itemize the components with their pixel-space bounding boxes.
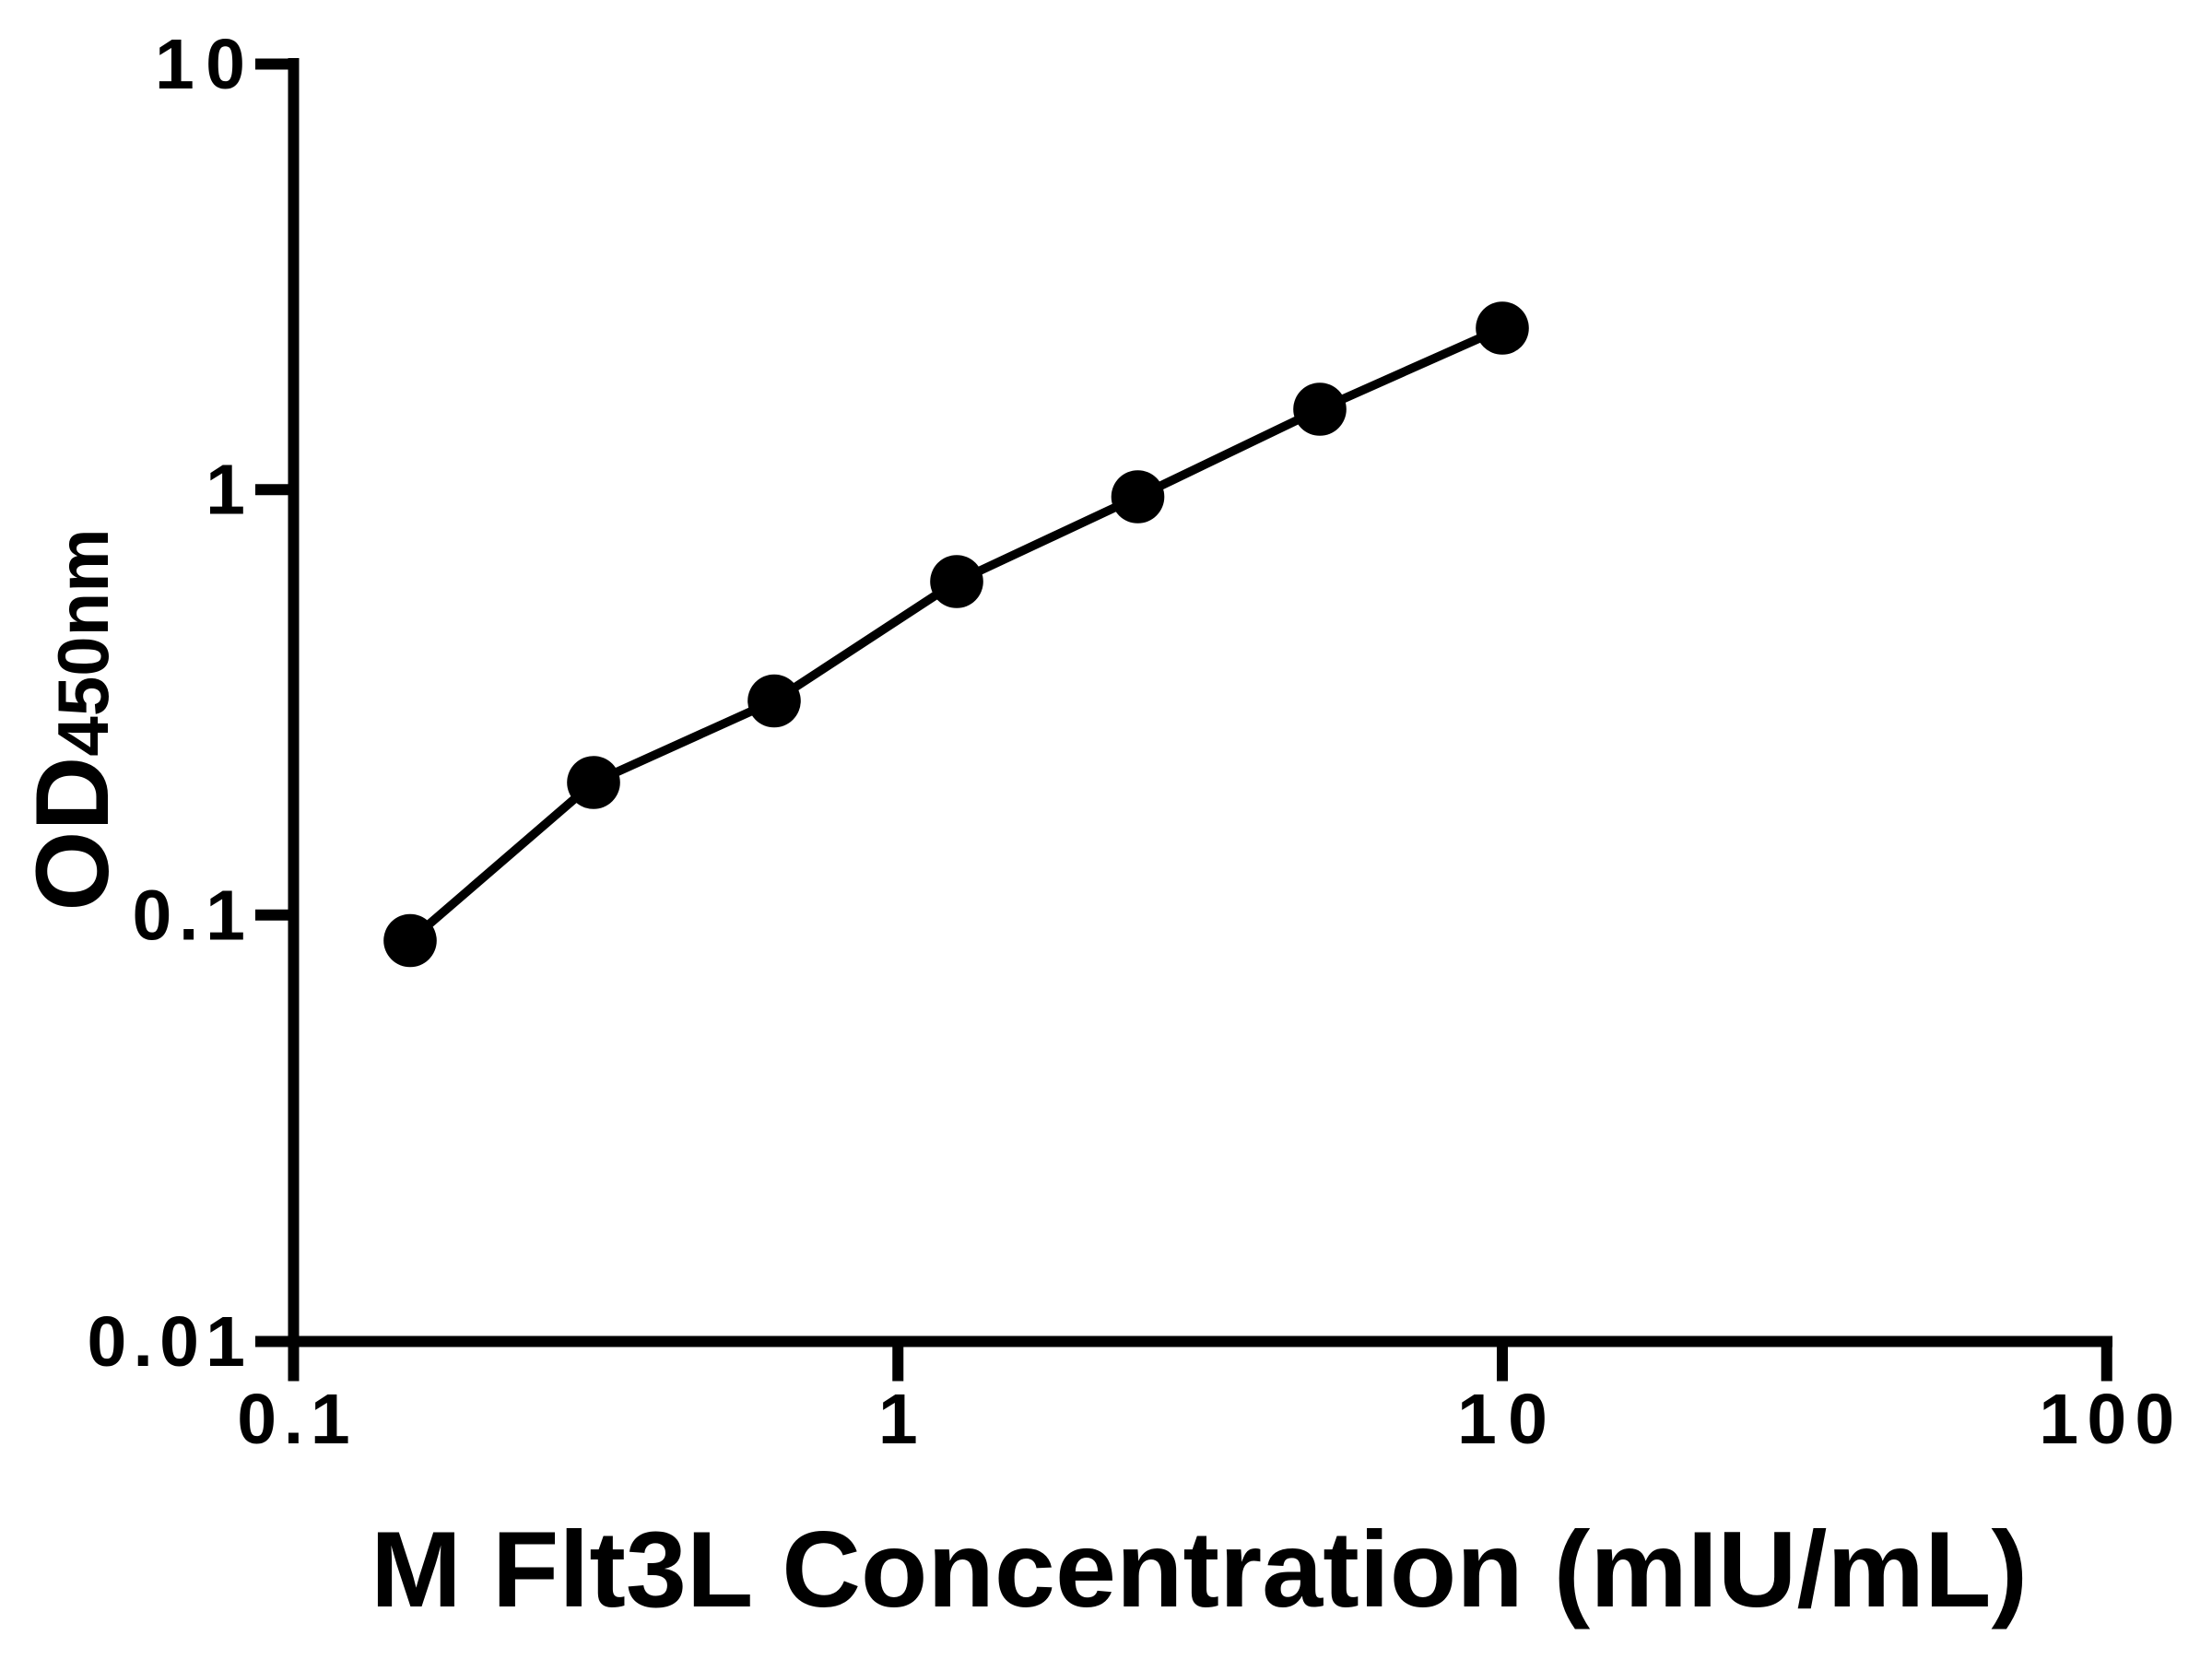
svg-text:OD450nm: OD450nm — [15, 528, 130, 911]
svg-text:0.01: 0.01 — [88, 1302, 246, 1382]
svg-text:0.1: 0.1 — [133, 876, 246, 955]
svg-text:1: 1 — [206, 451, 245, 530]
svg-text:100: 100 — [2039, 1380, 2174, 1459]
svg-text:0.1: 0.1 — [237, 1380, 350, 1459]
svg-text:M Flt3L Concentration (mIU/mL): M Flt3L Concentration (mIU/mL) — [371, 1509, 2028, 1630]
svg-text:1: 1 — [878, 1380, 918, 1459]
